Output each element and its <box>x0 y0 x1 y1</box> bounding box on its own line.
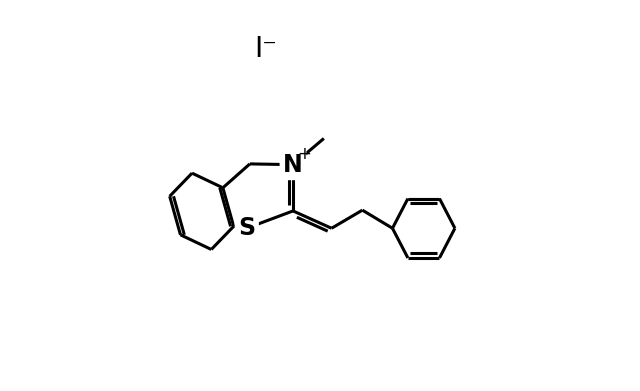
Text: I⁻: I⁻ <box>255 35 278 63</box>
Text: S: S <box>238 216 255 240</box>
Text: N: N <box>283 152 303 177</box>
Text: +: + <box>298 145 312 163</box>
